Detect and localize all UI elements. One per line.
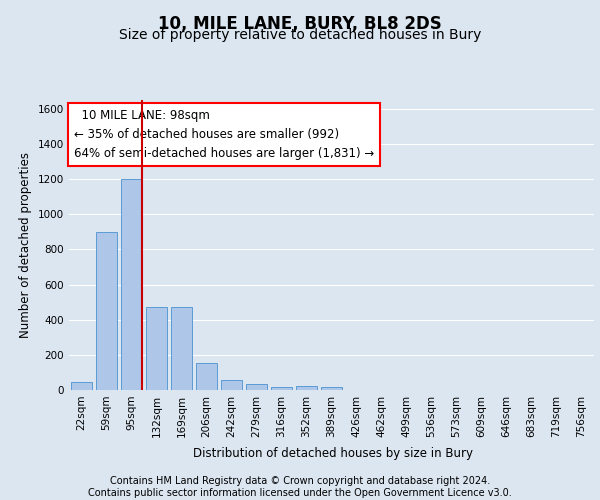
Bar (271, 387, 292, 390)
Bar (321, 387, 342, 390)
Text: Distribution of detached houses by size in Bury: Distribution of detached houses by size … (193, 448, 473, 460)
Bar (171, 308, 192, 390)
Bar (196, 363, 217, 390)
Bar (96, 232, 117, 390)
Text: 10 MILE LANE: 98sqm  
← 35% of detached houses are smaller (992)
64% of semi-det: 10 MILE LANE: 98sqm ← 35% of detached ho… (74, 108, 374, 160)
Text: 10, MILE LANE, BURY, BL8 2DS: 10, MILE LANE, BURY, BL8 2DS (158, 15, 442, 33)
Text: Contains public sector information licensed under the Open Government Licence v3: Contains public sector information licen… (88, 488, 512, 498)
Bar (296, 386, 317, 390)
Bar (121, 179, 142, 390)
Text: Size of property relative to detached houses in Bury: Size of property relative to detached ho… (119, 28, 481, 42)
Bar (146, 308, 167, 390)
Bar (246, 384, 267, 390)
Bar (71, 382, 92, 390)
Text: Contains HM Land Registry data © Crown copyright and database right 2024.: Contains HM Land Registry data © Crown c… (110, 476, 490, 486)
Y-axis label: Number of detached properties: Number of detached properties (19, 152, 32, 338)
Bar (221, 380, 242, 390)
